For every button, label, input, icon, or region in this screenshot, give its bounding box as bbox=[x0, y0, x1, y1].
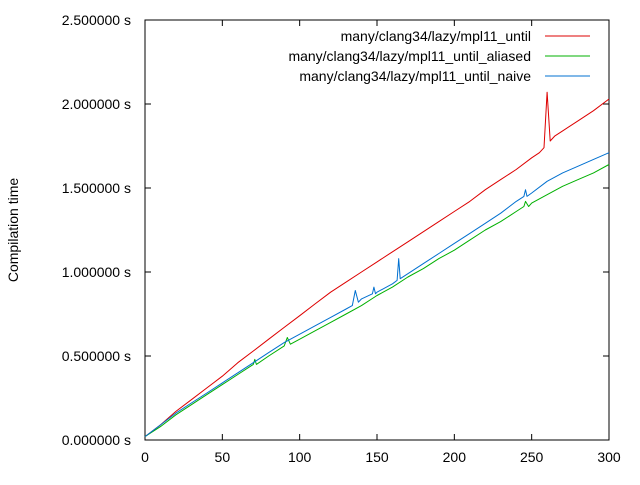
y-tick-label: 0.500000 s bbox=[62, 348, 131, 364]
legend-label-2: many/clang34/lazy/mpl11_until_aliased bbox=[288, 48, 531, 64]
legend-label-1: many/clang34/lazy/mpl11_until bbox=[341, 28, 531, 44]
series-line-2 bbox=[144, 164, 610, 438]
y-tick-label: 1.500000 s bbox=[62, 180, 131, 196]
y-tick-label: 2.500000 s bbox=[62, 12, 131, 28]
series-line-3 bbox=[144, 152, 610, 437]
x-tick-label: 100 bbox=[288, 449, 312, 465]
axis-ticks: 0 50 100 150 200 250 300 0.000000 s 0.500000 s 1.… bbox=[62, 12, 621, 465]
x-tick-label: 50 bbox=[215, 449, 231, 465]
x-tick-label: 250 bbox=[520, 449, 544, 465]
y-axis-label: Compilation time bbox=[5, 178, 21, 282]
series-line-1 bbox=[144, 91, 610, 437]
y-tick-label: 2.000000 s bbox=[62, 96, 131, 112]
series-lines bbox=[144, 91, 610, 438]
y-tick-label: 1.000000 s bbox=[62, 264, 131, 280]
y-tick-label: 0.000000 s bbox=[62, 432, 131, 448]
legend: many/clang34/lazy/mpl11_until many/clang3… bbox=[288, 28, 590, 84]
x-tick-label: 0 bbox=[141, 449, 149, 465]
x-tick-label: 300 bbox=[597, 449, 621, 465]
x-tick-label: 200 bbox=[443, 449, 467, 465]
x-tick-label: 150 bbox=[365, 449, 389, 465]
legend-label-3: many/clang34/lazy/mpl11_until_naive bbox=[299, 68, 531, 84]
